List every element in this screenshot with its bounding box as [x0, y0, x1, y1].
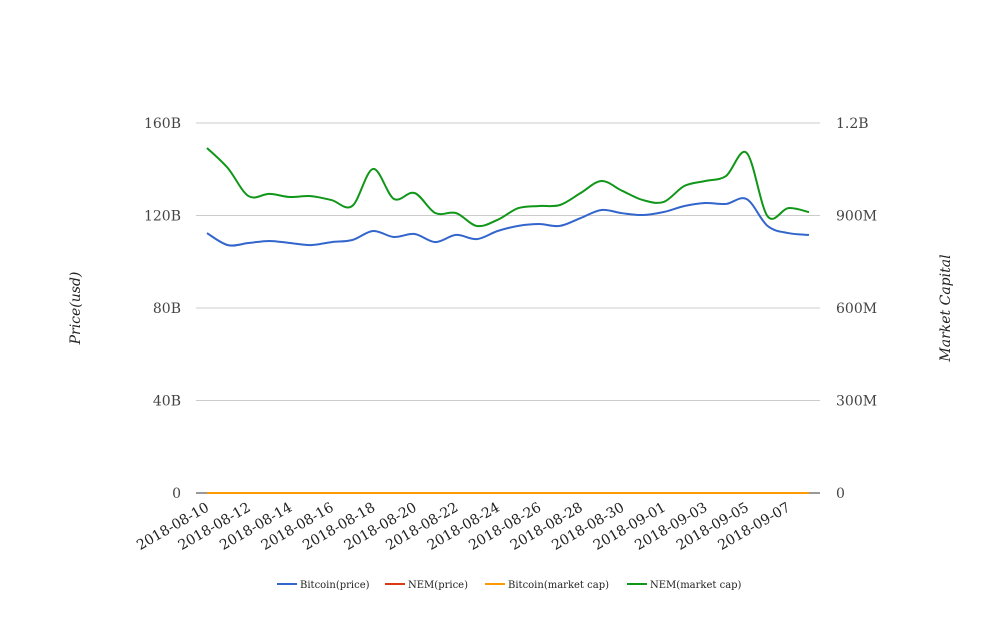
- legend-label: NEM(price): [408, 580, 468, 591]
- y2-tick-label: 300M: [836, 394, 877, 410]
- y2-tick-label: 900M: [836, 209, 877, 225]
- y-tick-label: 40B: [153, 394, 181, 410]
- y-tick-label: 80B: [153, 301, 181, 317]
- y-tick-label: 120B: [144, 209, 181, 225]
- y-tick-label: 0: [172, 486, 181, 502]
- y-tick-label: 160B: [144, 116, 181, 132]
- legend-label: Bitcoin(market cap): [508, 580, 609, 591]
- y2-tick-label: 1.2B: [836, 116, 869, 132]
- legend-label: Bitcoin(price): [300, 580, 370, 591]
- series-line-nem-market-cap: [206, 147, 810, 228]
- y2-tick-label: 0: [836, 486, 845, 502]
- series-line-bitcoin-price: [206, 197, 810, 247]
- y2-tick-label: 600M: [836, 301, 877, 317]
- y2-axis-title: Market Capital: [938, 254, 954, 362]
- legend-label: NEM(market cap): [650, 580, 742, 591]
- y-axis-title: Price(usd): [68, 272, 84, 346]
